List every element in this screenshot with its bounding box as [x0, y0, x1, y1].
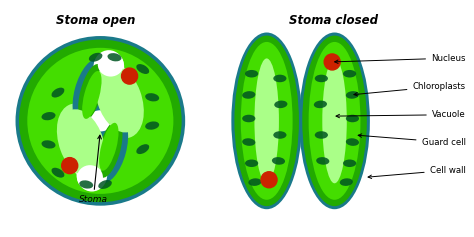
Ellipse shape — [145, 93, 159, 101]
Ellipse shape — [346, 91, 359, 99]
Text: Stoma closed: Stoma closed — [289, 14, 378, 27]
Ellipse shape — [242, 91, 255, 99]
Ellipse shape — [89, 53, 102, 62]
Ellipse shape — [315, 75, 328, 82]
Ellipse shape — [42, 140, 55, 149]
Text: Vacuole: Vacuole — [336, 110, 465, 119]
Ellipse shape — [137, 64, 149, 74]
Ellipse shape — [302, 36, 367, 206]
Ellipse shape — [27, 48, 173, 194]
Circle shape — [324, 54, 340, 70]
Text: Stoma open: Stoma open — [56, 14, 135, 27]
Ellipse shape — [98, 52, 124, 77]
Ellipse shape — [340, 178, 353, 186]
Circle shape — [121, 68, 137, 84]
Ellipse shape — [346, 115, 359, 122]
Ellipse shape — [91, 115, 128, 183]
Ellipse shape — [42, 112, 55, 120]
Text: Cell wall: Cell wall — [368, 166, 465, 178]
Ellipse shape — [343, 70, 356, 77]
Ellipse shape — [255, 58, 279, 183]
Ellipse shape — [309, 42, 360, 200]
Ellipse shape — [145, 121, 159, 130]
Ellipse shape — [99, 123, 118, 171]
Ellipse shape — [60, 109, 105, 178]
Ellipse shape — [316, 157, 329, 165]
Ellipse shape — [95, 64, 141, 132]
Ellipse shape — [299, 32, 370, 209]
Ellipse shape — [235, 36, 299, 206]
Circle shape — [62, 158, 78, 174]
Ellipse shape — [314, 100, 327, 108]
Ellipse shape — [343, 160, 356, 167]
Ellipse shape — [52, 88, 64, 98]
Ellipse shape — [19, 40, 182, 202]
Ellipse shape — [274, 100, 287, 108]
Circle shape — [261, 172, 277, 188]
Ellipse shape — [97, 121, 123, 178]
Ellipse shape — [231, 32, 302, 209]
Ellipse shape — [315, 131, 328, 139]
Ellipse shape — [98, 180, 112, 189]
Ellipse shape — [73, 58, 109, 127]
Ellipse shape — [79, 180, 93, 189]
Ellipse shape — [245, 160, 258, 167]
Ellipse shape — [273, 75, 286, 82]
Ellipse shape — [57, 104, 111, 181]
Ellipse shape — [273, 131, 286, 139]
Ellipse shape — [87, 110, 113, 132]
Ellipse shape — [16, 36, 185, 206]
Ellipse shape — [137, 144, 149, 154]
Ellipse shape — [245, 70, 258, 77]
Ellipse shape — [108, 53, 121, 61]
Ellipse shape — [52, 168, 64, 178]
Text: Chloroplasts: Chloroplasts — [354, 82, 465, 96]
Ellipse shape — [77, 165, 103, 190]
Ellipse shape — [78, 64, 104, 121]
Ellipse shape — [90, 61, 144, 138]
Text: Stoma: Stoma — [79, 135, 108, 204]
Ellipse shape — [93, 50, 124, 83]
Ellipse shape — [248, 178, 262, 186]
Ellipse shape — [76, 159, 107, 191]
Ellipse shape — [242, 138, 255, 146]
Ellipse shape — [82, 71, 101, 119]
Ellipse shape — [241, 42, 292, 200]
Text: Guard cell: Guard cell — [358, 134, 465, 146]
Ellipse shape — [272, 157, 285, 165]
Text: Nucleus: Nucleus — [335, 54, 465, 64]
Ellipse shape — [322, 58, 347, 183]
Ellipse shape — [242, 115, 255, 122]
Ellipse shape — [346, 138, 359, 146]
